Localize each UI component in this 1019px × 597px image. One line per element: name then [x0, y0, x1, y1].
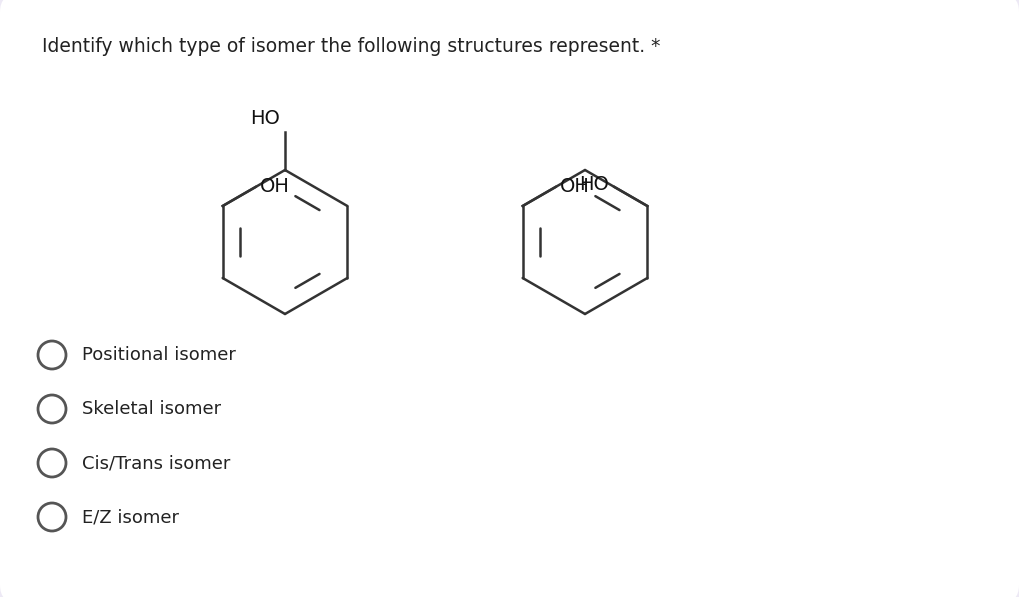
Text: Skeletal isomer: Skeletal isomer [82, 400, 221, 418]
Text: HO: HO [580, 176, 609, 195]
Text: HO: HO [250, 109, 280, 128]
Text: Cis/Trans isomer: Cis/Trans isomer [82, 454, 230, 472]
Text: Positional isomer: Positional isomer [82, 346, 235, 364]
Text: Identify which type of isomer the following structures represent. *: Identify which type of isomer the follow… [42, 37, 660, 56]
Text: E/Z isomer: E/Z isomer [82, 508, 179, 526]
Text: OH: OH [559, 177, 589, 196]
Text: OH: OH [260, 177, 289, 196]
